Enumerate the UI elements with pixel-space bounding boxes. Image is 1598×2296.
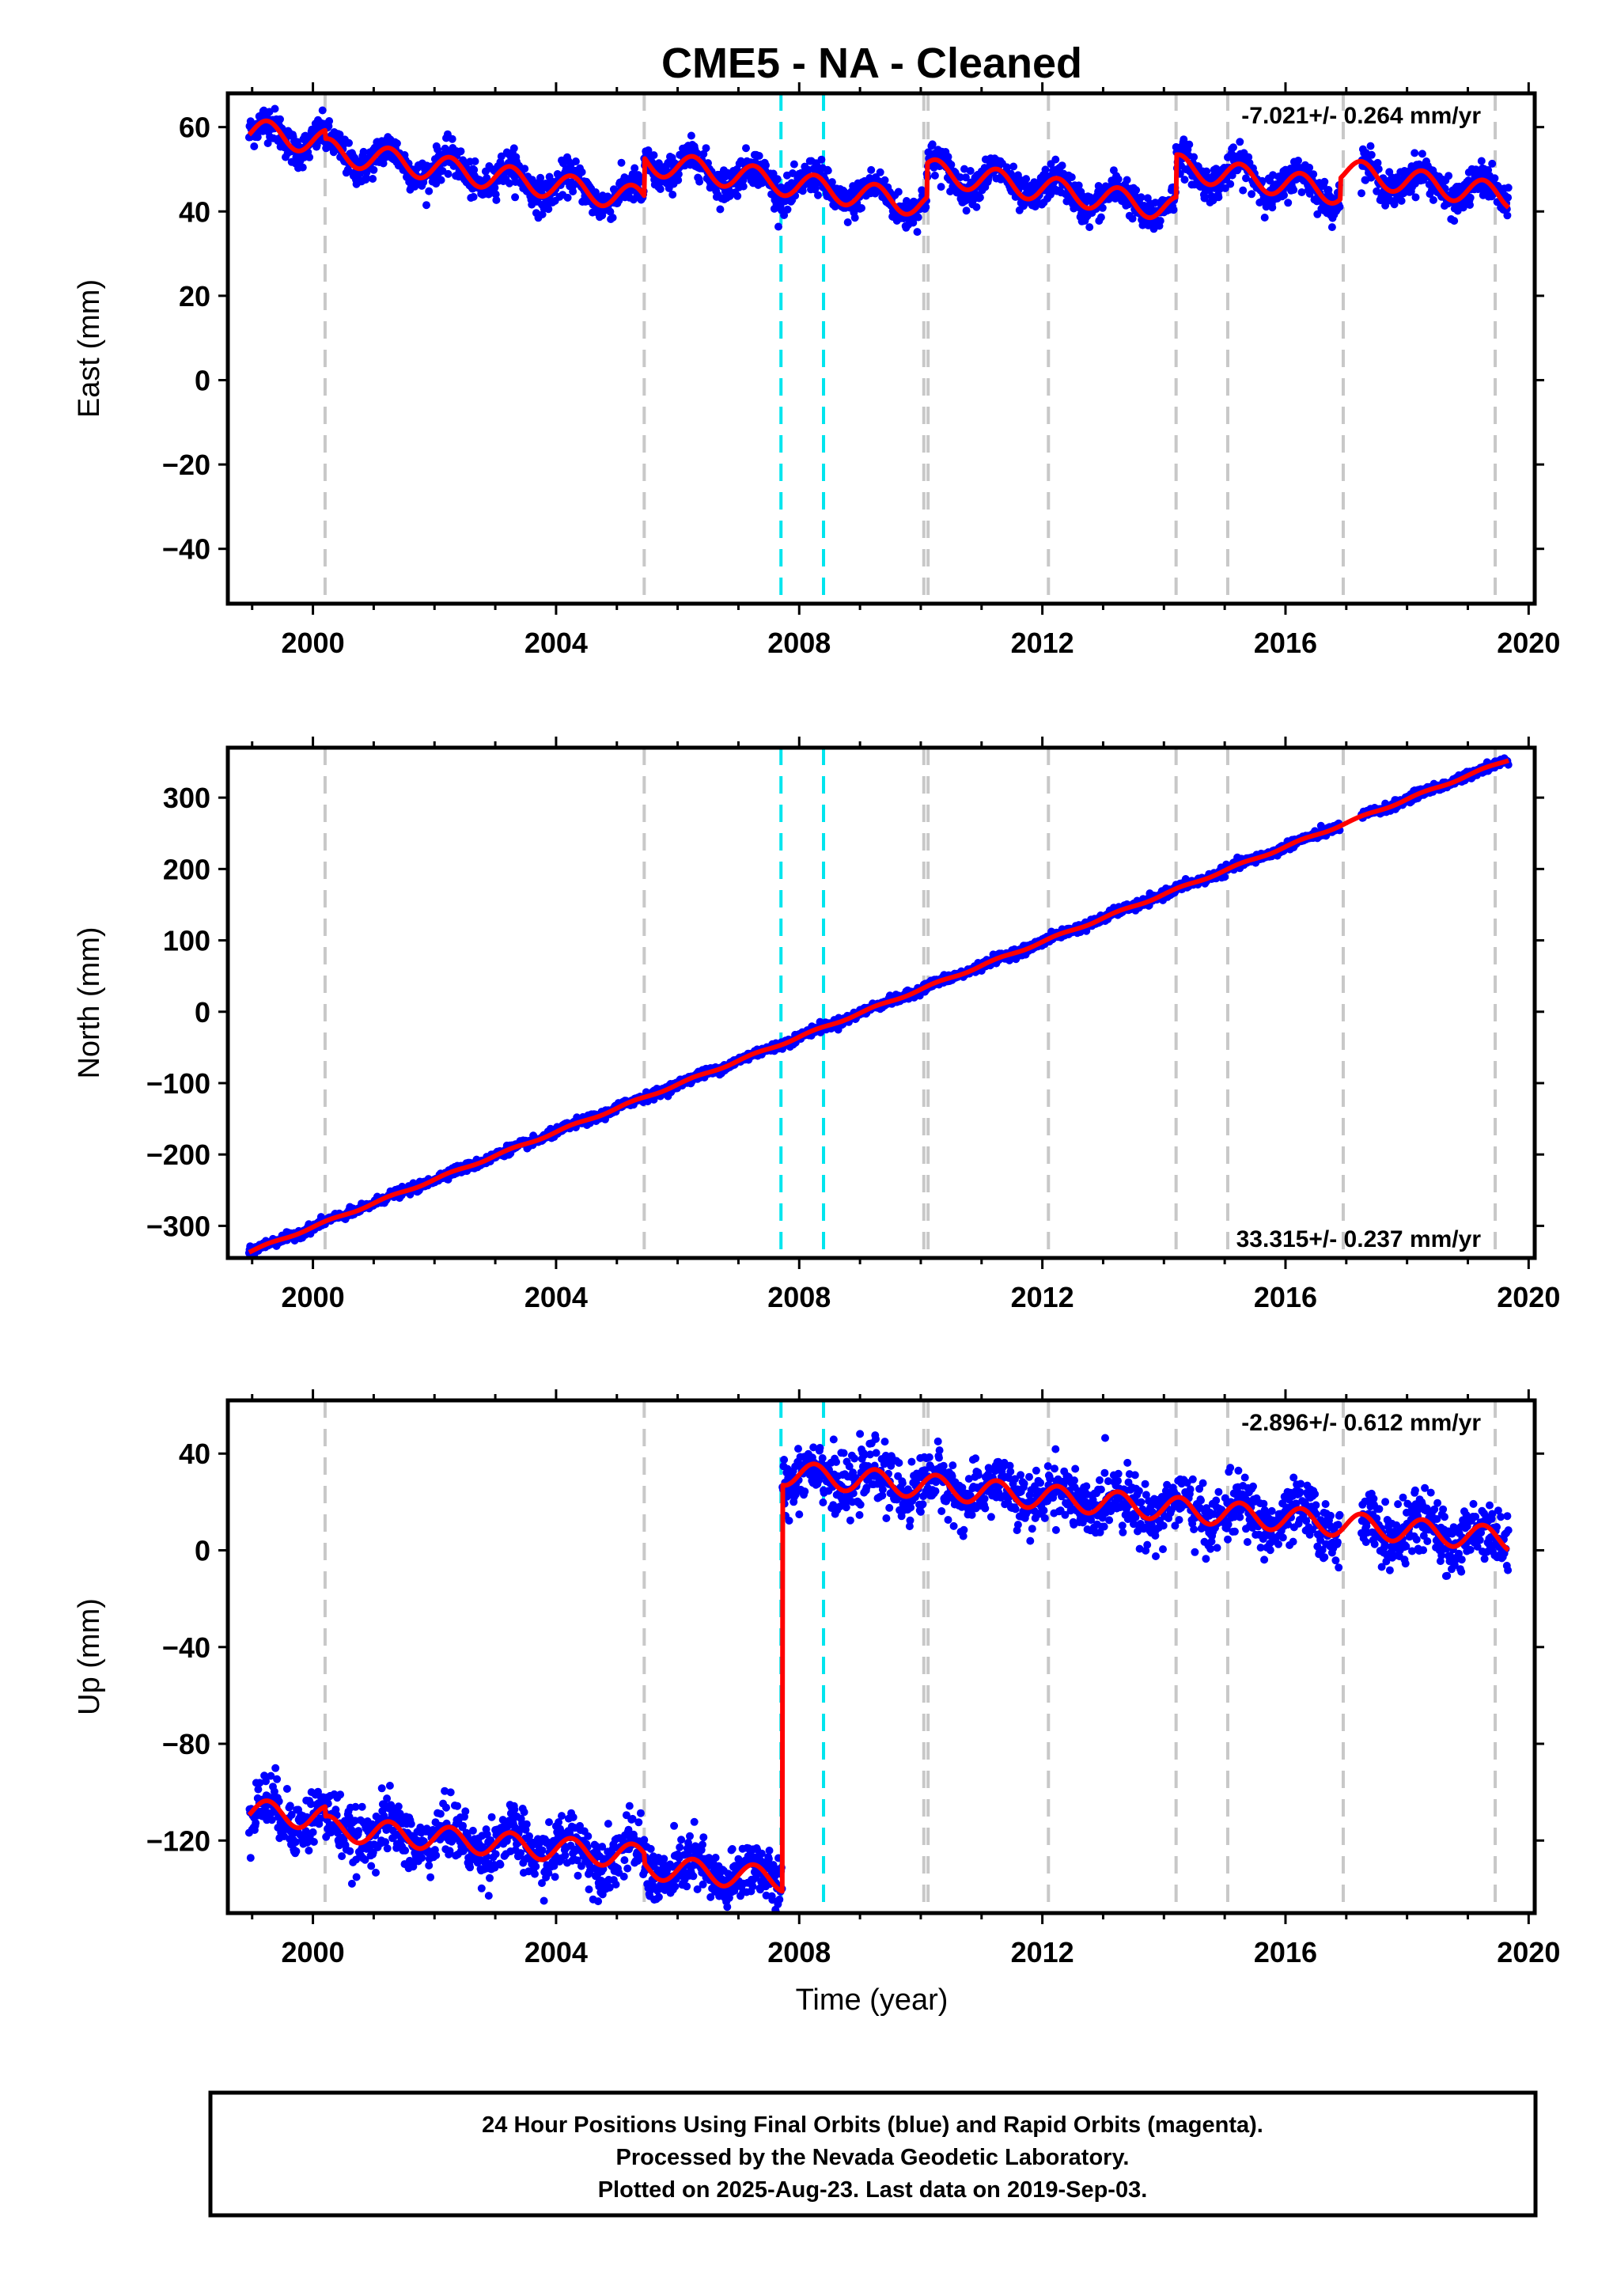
up-model-line: [247, 1461, 1511, 1894]
east-model-line: [247, 118, 1511, 221]
north-y-tick-label-5: 200: [163, 853, 210, 885]
up-y-tick-label-2: −40: [162, 1631, 210, 1664]
north-y-tick-label-3: 0: [195, 996, 210, 1029]
up-x-tick-label-0: 2000: [282, 1936, 345, 1968]
east-plot-area: [244, 93, 1513, 604]
east-x-tick-label-2: 2008: [767, 627, 831, 659]
east-y-tick-label-2: 0: [195, 364, 210, 396]
east-y-axis-title: East (mm): [73, 279, 106, 418]
east-rate-label: -7.021+/- 0.264 mm/yr: [1241, 103, 1481, 129]
north-rate-label: 33.315+/- 0.237 mm/yr: [1236, 1226, 1482, 1252]
north-y-tick-label-4: 100: [163, 925, 210, 957]
footer-box: 24 Hour Positions Using Final Orbits (bl…: [208, 2090, 1538, 2218]
east-data-series: [244, 104, 1513, 237]
up-x-tick-label-5: 2020: [1497, 1936, 1560, 1968]
east-x-tick-label-1: 2004: [524, 627, 588, 659]
up-x-tick-label-4: 2016: [1254, 1936, 1317, 1968]
north-y-tick-label-2: −100: [146, 1067, 210, 1100]
east-x-tick-label-3: 2012: [1011, 627, 1074, 659]
up-x-tick-label-1: 2004: [524, 1936, 588, 1968]
up-data-points: [244, 1430, 1513, 1913]
north-x-tick-label-4: 2016: [1254, 1281, 1317, 1313]
up-y-tick-label-3: 0: [195, 1535, 210, 1567]
east-x-tick-label-5: 2020: [1497, 627, 1560, 659]
x-axis-title: Time (year): [796, 1983, 949, 2017]
up-frame: [225, 1398, 1537, 1915]
north-x-tick-label-1: 2004: [524, 1281, 588, 1313]
north-y-tick-label-6: 300: [163, 782, 210, 814]
up-x-tick-label-2: 2008: [767, 1936, 831, 1968]
east-y-tick-label-3: 20: [179, 280, 210, 313]
north-panel: −300 −200 −100 0 100 200 300 2000 2004 2008 2012 20…: [73, 737, 1560, 1313]
north-x-tick-label-0: 2000: [282, 1281, 345, 1313]
north-frame: [225, 745, 1537, 1260]
east-x-tick-label-4: 2016: [1254, 627, 1317, 659]
up-y-tick-label-4: 40: [179, 1438, 210, 1470]
footer-line-1: 24 Hour Positions Using Final Orbits (bl…: [482, 2112, 1263, 2138]
east-data-points: [244, 104, 1513, 237]
east-y-tick-label-4: 40: [179, 195, 210, 228]
figure-title: CME5 - NA - Cleaned: [661, 40, 1082, 87]
east-frame: [225, 91, 1537, 606]
north-model-line: [247, 758, 1511, 1255]
up-y-tick-label-1: −80: [162, 1728, 210, 1760]
up-rate-label: -2.896+/- 0.612 mm/yr: [1241, 1410, 1481, 1436]
up-panel: −120 −80 −40 0 40 2000 2004 2008 2012 2016 2020 Up …: [73, 1389, 1560, 1968]
up-plot-area: [244, 1400, 1513, 1913]
east-y-tick-label-5: 60: [179, 112, 210, 144]
north-plot-area: [244, 748, 1513, 1258]
east-panel: −40 −20 0 20 40 60 2000 2004 2008 2012 2016 2020 Eas…: [73, 82, 1560, 659]
north-y-axis-title: North (mm): [73, 926, 106, 1078]
east-y-tick-label-0: −40: [162, 533, 210, 566]
footer-line-2: Processed by the Nevada Geodetic Laborat…: [616, 2145, 1130, 2170]
north-x-tick-label-5: 2020: [1497, 1281, 1560, 1313]
north-y-tick-label-1: −200: [146, 1139, 210, 1171]
east-y-tick-label-1: −20: [162, 449, 210, 481]
up-y-axis-title: Up (mm): [73, 1598, 106, 1715]
up-y-tick-label-0: −120: [146, 1824, 210, 1857]
east-x-tick-label-0: 2000: [282, 627, 345, 659]
up-data-series: [244, 1430, 1513, 1913]
footer-line-3: Plotted on 2025-Aug-23. Last data on 201…: [598, 2177, 1148, 2203]
north-x-tick-label-3: 2012: [1011, 1281, 1074, 1313]
north-x-tick-label-2: 2008: [767, 1281, 831, 1313]
up-x-tick-label-3: 2012: [1011, 1936, 1074, 1968]
north-y-tick-label-0: −300: [146, 1210, 210, 1242]
